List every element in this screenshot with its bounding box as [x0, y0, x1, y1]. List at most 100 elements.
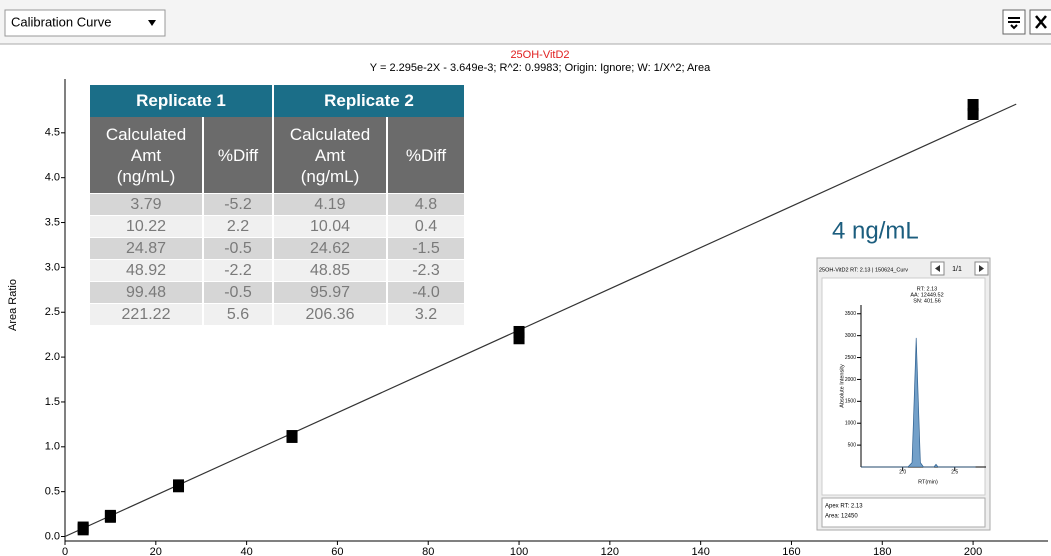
column-row: Calculated Amt (ng/mL) %Diff Calculated Am… [90, 117, 466, 194]
inset-footer [821, 497, 986, 528]
x-tick-label: 100 [510, 546, 528, 556]
menu-icon [1008, 17, 1020, 30]
y-tick-label: 0.0 [45, 530, 60, 542]
dropdown-arrow [148, 20, 156, 26]
table-cell: 0.4 [387, 215, 466, 238]
peak [861, 337, 976, 468]
table-cell: 48.85 [273, 259, 388, 282]
data-point [513, 332, 525, 345]
replicate-table: Replicate 1 Replicate 2 Calculated Amt (ng… [90, 85, 466, 325]
table-cell: 3.79 [90, 193, 204, 216]
x-tick-label: 180 [873, 546, 891, 556]
data-point [967, 107, 979, 120]
inset-footer-text: Apex RT: 2.13 [825, 504, 863, 510]
table-cell: 206.36 [273, 303, 388, 325]
data-point [77, 521, 89, 534]
y-tick-label: 4.5 [45, 127, 60, 139]
inset-y-label: Absolute Intensity [839, 364, 845, 408]
x-tick-label: 160 [782, 546, 800, 556]
y-tick-label: 500 [848, 442, 857, 448]
inset-label: 4 ng/mL [832, 217, 919, 244]
y-tick-label: 3.0 [45, 261, 60, 273]
x-tick-label: 80 [422, 546, 434, 556]
toolbar [0, 0, 1051, 44]
x-tick-label: 20 [150, 546, 162, 556]
table-row: 99.48 -0.5 95.97 -4.0 [90, 281, 466, 304]
column-header: Calculated Amt (ng/mL) [90, 117, 204, 194]
peak-annotation: SN: 401.56 [913, 298, 941, 304]
table-cell: 99.48 [90, 281, 204, 304]
dropdown-label: Calibration Curve [11, 14, 111, 29]
inset-page: 1/1 [952, 266, 962, 273]
y-tick-label: 1.5 [45, 396, 60, 408]
y-tick-label: 2.0 [45, 351, 60, 363]
table-row: 3.79 -5.2 4.19 4.8 [90, 193, 466, 216]
chart-subtitle: Y = 2.295e-2X - 3.649e-3; R^2: 0.9983; O… [370, 62, 711, 74]
data-point [286, 430, 298, 443]
group-row: Replicate 1 Replicate 2 [90, 85, 466, 117]
table-row: 10.22 2.2 10.04 0.4 [90, 215, 466, 238]
column-header: %Diff [203, 117, 274, 194]
prev-icon [935, 265, 940, 272]
inset-header: 25OH-VitD2 RT: 2.13 | 150624_Curv [819, 267, 908, 273]
y-axis-label: Area Ratio [7, 279, 19, 331]
table-row: 24.87 -0.5 24.62 -1.5 [90, 237, 466, 260]
table-cell: -4.0 [387, 281, 466, 304]
table-cell: 24.62 [273, 237, 388, 260]
table-cell: 4.19 [273, 193, 388, 216]
inset-plot-area [821, 277, 986, 496]
dropdown[interactable] [4, 9, 166, 37]
x-tick-label: 200 [964, 546, 982, 556]
peak-annotation: RT: 2.13 [917, 286, 937, 292]
table-cell: -1.5 [387, 237, 466, 260]
x-tick-label: 0 [62, 546, 68, 556]
next-icon [979, 265, 984, 272]
x-tick-label: 40 [240, 546, 252, 556]
data-point [104, 509, 116, 522]
chart-title: 25OH-VitD2 [510, 49, 569, 61]
x-tick-label: 120 [601, 546, 619, 556]
fit-line [64, 103, 1017, 538]
y-tick-label: 1.0 [45, 441, 60, 453]
inset-footer-text: Area: 12450 [825, 514, 858, 520]
table-cell: 3.2 [387, 303, 466, 325]
table-cell: -2.2 [203, 259, 274, 282]
x-tick-label: 2.5 [951, 469, 958, 475]
y-tick-label: 3500 [845, 311, 856, 317]
table-cell: 4.8 [387, 193, 466, 216]
x-tick-label: 2.0 [899, 469, 906, 475]
table-cell: 221.22 [90, 303, 204, 325]
table-cell: 2.2 [203, 215, 274, 238]
table-cell: 24.87 [90, 237, 204, 260]
y-tick-label: 2500 [845, 355, 856, 361]
close-icon [1035, 15, 1047, 29]
y-tick-label: 0.5 [45, 486, 60, 498]
inset-x-label: RT(min) [918, 479, 938, 485]
x-tick-label: 60 [331, 546, 343, 556]
y-tick-label: 1000 [845, 421, 856, 427]
table-cell: -0.5 [203, 281, 274, 304]
group-header: Replicate 2 [273, 85, 466, 117]
column-header: Calculated Amt (ng/mL) [273, 117, 388, 194]
table-cell: 48.92 [90, 259, 204, 282]
peak-annotation: AA: 12449.52 [910, 292, 943, 298]
y-tick-label: 2000 [845, 377, 856, 383]
y-tick-label: 4.0 [45, 172, 60, 184]
table-cell: -0.5 [203, 237, 274, 260]
column-header: %Diff [387, 117, 466, 194]
data-point [513, 325, 525, 338]
table-cell: 10.22 [90, 215, 204, 238]
table-cell: 10.04 [273, 215, 388, 238]
y-tick-label: 2.5 [45, 306, 60, 318]
table-row: 48.92 -2.2 48.85 -2.3 [90, 259, 466, 282]
table-cell: -5.2 [203, 193, 274, 216]
table-cell: 95.97 [273, 281, 388, 304]
data-point [967, 99, 979, 112]
data-point [173, 479, 185, 492]
y-tick-label: 3.5 [45, 216, 60, 228]
y-tick-label: 1500 [845, 399, 856, 405]
y-tick-label: 3000 [845, 333, 856, 339]
group-header: Replicate 1 [90, 85, 274, 117]
